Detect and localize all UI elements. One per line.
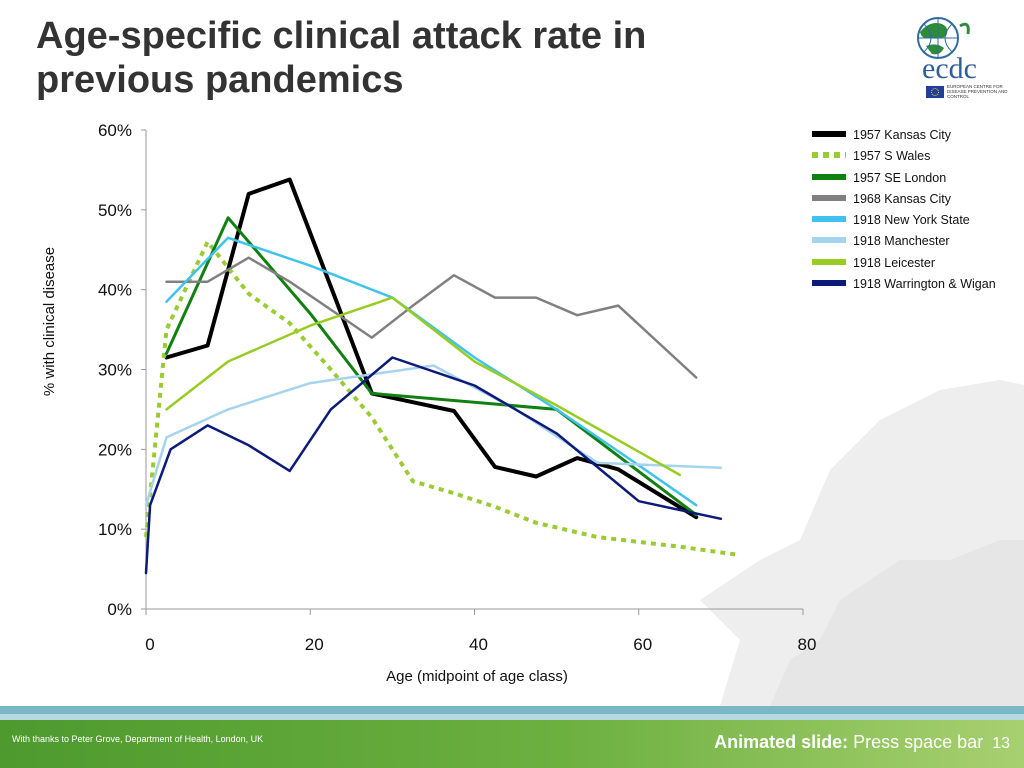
series-line-1918-leicester <box>165 296 682 477</box>
chart-legend: 1957 Kansas City 1957 S Wales 1957 SE Lond… <box>812 128 1022 298</box>
footer-bold-label: Animated slide: <box>714 732 849 752</box>
y-tick-label: 40% <box>98 281 132 300</box>
y-tick-label: 60% <box>98 121 132 140</box>
footer-credit: With thanks to Peter Grove, Department o… <box>12 734 264 744</box>
x-tick-label: 40 <box>469 635 488 654</box>
y-tick-label: 0% <box>107 600 132 619</box>
legend-swatch <box>812 280 846 287</box>
ecdc-logo: ecdc EUROPEAN CENTRE FOR DISEASE PREVENT… <box>917 17 1008 99</box>
footer-instruction-text: Press space bar <box>853 732 984 752</box>
legend-label: 1918 Leicester <box>853 255 936 270</box>
legend-swatch <box>812 131 846 137</box>
series-line-1918-new-york-state <box>165 236 698 507</box>
globe-icon <box>917 17 970 59</box>
y-axis-label: % with clinical disease <box>41 247 58 396</box>
legend-label: 1918 New York State <box>853 213 970 228</box>
footer-stripe-light <box>0 714 1024 720</box>
legend-item-1957-s-wales: 1957 S Wales <box>812 149 1022 170</box>
legend-label: 1968 Kansas City <box>853 191 951 206</box>
slide-title: Age-specific clinical attack rate in pre… <box>36 15 647 101</box>
logo-subtext: EUROPEAN CENTRE FOR DISEASE PREVENTION A… <box>947 84 1008 99</box>
legend-label: 1918 Manchester <box>853 234 950 249</box>
legend-swatch <box>812 194 846 201</box>
series-line-1957-se-london <box>165 216 698 517</box>
legend-swatch <box>812 173 846 180</box>
footer-instruction: Animated slide: Press space bar 13 <box>714 732 1010 753</box>
legend-item-1918-manchester: 1918 Manchester <box>812 234 1022 255</box>
footer-stripe <box>0 706 1024 714</box>
legend-item-1957-kansas-city: 1957 Kansas City <box>812 128 1022 149</box>
logo-text: ecdc <box>922 52 977 85</box>
legend-swatch <box>812 258 846 265</box>
legend-item-1918-leicester: 1918 Leicester <box>812 256 1022 277</box>
legend-label: 1957 Kansas City <box>853 128 951 142</box>
y-tick-label: 50% <box>98 201 132 220</box>
page-number: 13 <box>992 735 1010 752</box>
footer-bar: With thanks to Peter Grove, Department o… <box>0 720 1024 768</box>
legend-item-1968-kansas-city: 1968 Kansas City <box>812 192 1022 213</box>
legend-item-1918-warrington-and-wigan: 1918 Warrington & Wigan <box>812 277 1022 298</box>
x-tick-label: 60 <box>633 635 652 654</box>
x-tick-label: 20 <box>305 635 324 654</box>
y-tick-label: 30% <box>98 361 132 380</box>
series-line-1918-warrington-and-wigan <box>144 356 723 575</box>
legend-item-1918-new-york-state: 1918 New York State <box>812 213 1022 234</box>
y-tick-label: 20% <box>98 440 132 459</box>
eu-flag-icon <box>926 86 944 98</box>
series-line-1918-manchester <box>144 364 723 507</box>
legend-item-1957-se-london: 1957 SE London <box>812 171 1022 192</box>
x-tick-label: 0 <box>145 635 154 654</box>
legend-label: 1918 Warrington & Wigan <box>853 277 996 292</box>
legend-swatch <box>812 216 846 223</box>
y-tick-label: 10% <box>98 520 132 539</box>
series-line-1957-kansas-city <box>164 177 699 520</box>
legend-swatch <box>812 152 846 159</box>
legend-swatch <box>812 237 846 244</box>
x-tick-label: 80 <box>798 635 817 654</box>
x-axis-label: Age (midpoint of age class) <box>386 668 568 685</box>
series-line-1968-kansas-city <box>165 256 698 379</box>
legend-label: 1957 SE London <box>853 170 947 185</box>
legend-label: 1957 S Wales <box>853 149 931 164</box>
